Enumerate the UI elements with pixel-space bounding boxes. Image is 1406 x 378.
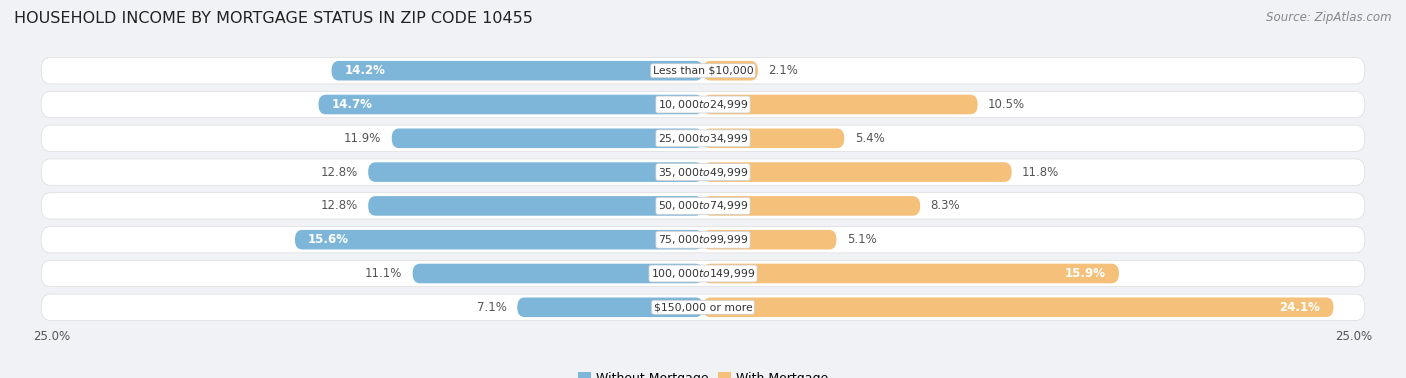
Text: 5.4%: 5.4% <box>855 132 884 145</box>
Text: $10,000 to $24,999: $10,000 to $24,999 <box>658 98 748 111</box>
FancyBboxPatch shape <box>319 95 703 114</box>
Text: 11.8%: 11.8% <box>1022 166 1059 178</box>
Text: 11.9%: 11.9% <box>344 132 381 145</box>
Text: $25,000 to $34,999: $25,000 to $34,999 <box>658 132 748 145</box>
Text: 15.6%: 15.6% <box>308 233 349 246</box>
Text: 25.0%: 25.0% <box>1336 330 1372 343</box>
Text: 8.3%: 8.3% <box>931 200 960 212</box>
Text: 5.1%: 5.1% <box>846 233 876 246</box>
Text: $50,000 to $74,999: $50,000 to $74,999 <box>658 200 748 212</box>
FancyBboxPatch shape <box>703 264 1119 283</box>
Text: $75,000 to $99,999: $75,000 to $99,999 <box>658 233 748 246</box>
Text: HOUSEHOLD INCOME BY MORTGAGE STATUS IN ZIP CODE 10455: HOUSEHOLD INCOME BY MORTGAGE STATUS IN Z… <box>14 11 533 26</box>
Legend: Without Mortgage, With Mortgage: Without Mortgage, With Mortgage <box>574 367 832 378</box>
FancyBboxPatch shape <box>703 196 920 216</box>
Text: 10.5%: 10.5% <box>988 98 1025 111</box>
FancyBboxPatch shape <box>703 95 977 114</box>
FancyBboxPatch shape <box>368 162 703 182</box>
Text: $100,000 to $149,999: $100,000 to $149,999 <box>651 267 755 280</box>
Text: 15.9%: 15.9% <box>1064 267 1107 280</box>
FancyBboxPatch shape <box>41 294 1365 321</box>
FancyBboxPatch shape <box>703 162 1012 182</box>
FancyBboxPatch shape <box>41 57 1365 84</box>
Text: Source: ZipAtlas.com: Source: ZipAtlas.com <box>1267 11 1392 24</box>
Text: 14.2%: 14.2% <box>344 64 385 77</box>
Text: 24.1%: 24.1% <box>1279 301 1320 314</box>
Text: 11.1%: 11.1% <box>364 267 402 280</box>
FancyBboxPatch shape <box>332 61 703 81</box>
FancyBboxPatch shape <box>41 159 1365 185</box>
FancyBboxPatch shape <box>41 260 1365 287</box>
Text: $35,000 to $49,999: $35,000 to $49,999 <box>658 166 748 178</box>
FancyBboxPatch shape <box>703 230 837 249</box>
FancyBboxPatch shape <box>41 226 1365 253</box>
FancyBboxPatch shape <box>412 264 703 283</box>
FancyBboxPatch shape <box>41 193 1365 219</box>
Text: 12.8%: 12.8% <box>321 166 357 178</box>
FancyBboxPatch shape <box>703 61 758 81</box>
Text: 14.7%: 14.7% <box>332 98 373 111</box>
FancyBboxPatch shape <box>41 91 1365 118</box>
FancyBboxPatch shape <box>517 297 703 317</box>
Text: $150,000 or more: $150,000 or more <box>654 302 752 312</box>
FancyBboxPatch shape <box>703 297 1333 317</box>
Text: Less than $10,000: Less than $10,000 <box>652 66 754 76</box>
Text: 7.1%: 7.1% <box>477 301 506 314</box>
Text: 2.1%: 2.1% <box>769 64 799 77</box>
FancyBboxPatch shape <box>703 129 844 148</box>
Text: 12.8%: 12.8% <box>321 200 357 212</box>
FancyBboxPatch shape <box>295 230 703 249</box>
FancyBboxPatch shape <box>368 196 703 216</box>
FancyBboxPatch shape <box>41 125 1365 152</box>
FancyBboxPatch shape <box>392 129 703 148</box>
Text: 25.0%: 25.0% <box>34 330 70 343</box>
